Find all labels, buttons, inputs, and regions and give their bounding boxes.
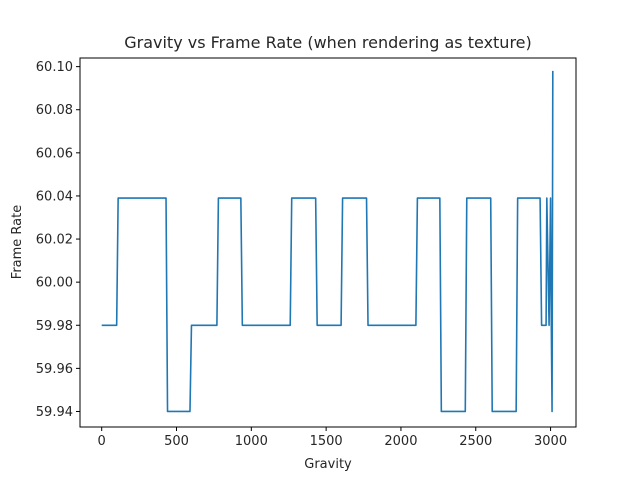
y-tick-label: 60.04 — [36, 189, 73, 204]
x-tick-label: 1500 — [310, 434, 343, 449]
x-tick-label: 2500 — [459, 434, 492, 449]
plot-area — [101, 70, 554, 413]
x-tick-label: 1000 — [235, 434, 268, 449]
axes-frame — [79, 57, 577, 428]
y-tick-label: 59.98 — [36, 319, 73, 334]
x-tick-label: 500 — [164, 434, 189, 449]
y-tick-label: 60.06 — [36, 146, 73, 161]
y-tick-label: 60.10 — [36, 60, 73, 75]
x-axis-label: Gravity — [304, 457, 352, 472]
series-line — [101, 70, 554, 413]
y-axis-label: Frame Rate — [10, 205, 25, 279]
y-tick-label: 60.08 — [36, 103, 73, 118]
y-axis: 59.94 59.96 59.98 60.00 60.02 60.04 60.06 60.08… — [36, 60, 80, 420]
x-tick-label: 2000 — [384, 434, 417, 449]
chart-title: Gravity vs Frame Rate (when rendering as… — [124, 33, 532, 52]
y-tick-label: 60.02 — [36, 233, 73, 248]
y-tick-label: 60.00 — [36, 276, 73, 291]
y-tick-label: 59.96 — [36, 362, 73, 377]
x-axis: 0 500 1000 1500 2000 2500 3000 — [98, 427, 567, 449]
x-tick-label: 3000 — [534, 434, 567, 449]
y-tick-label: 59.94 — [36, 405, 73, 420]
x-tick-label: 0 — [98, 434, 106, 449]
